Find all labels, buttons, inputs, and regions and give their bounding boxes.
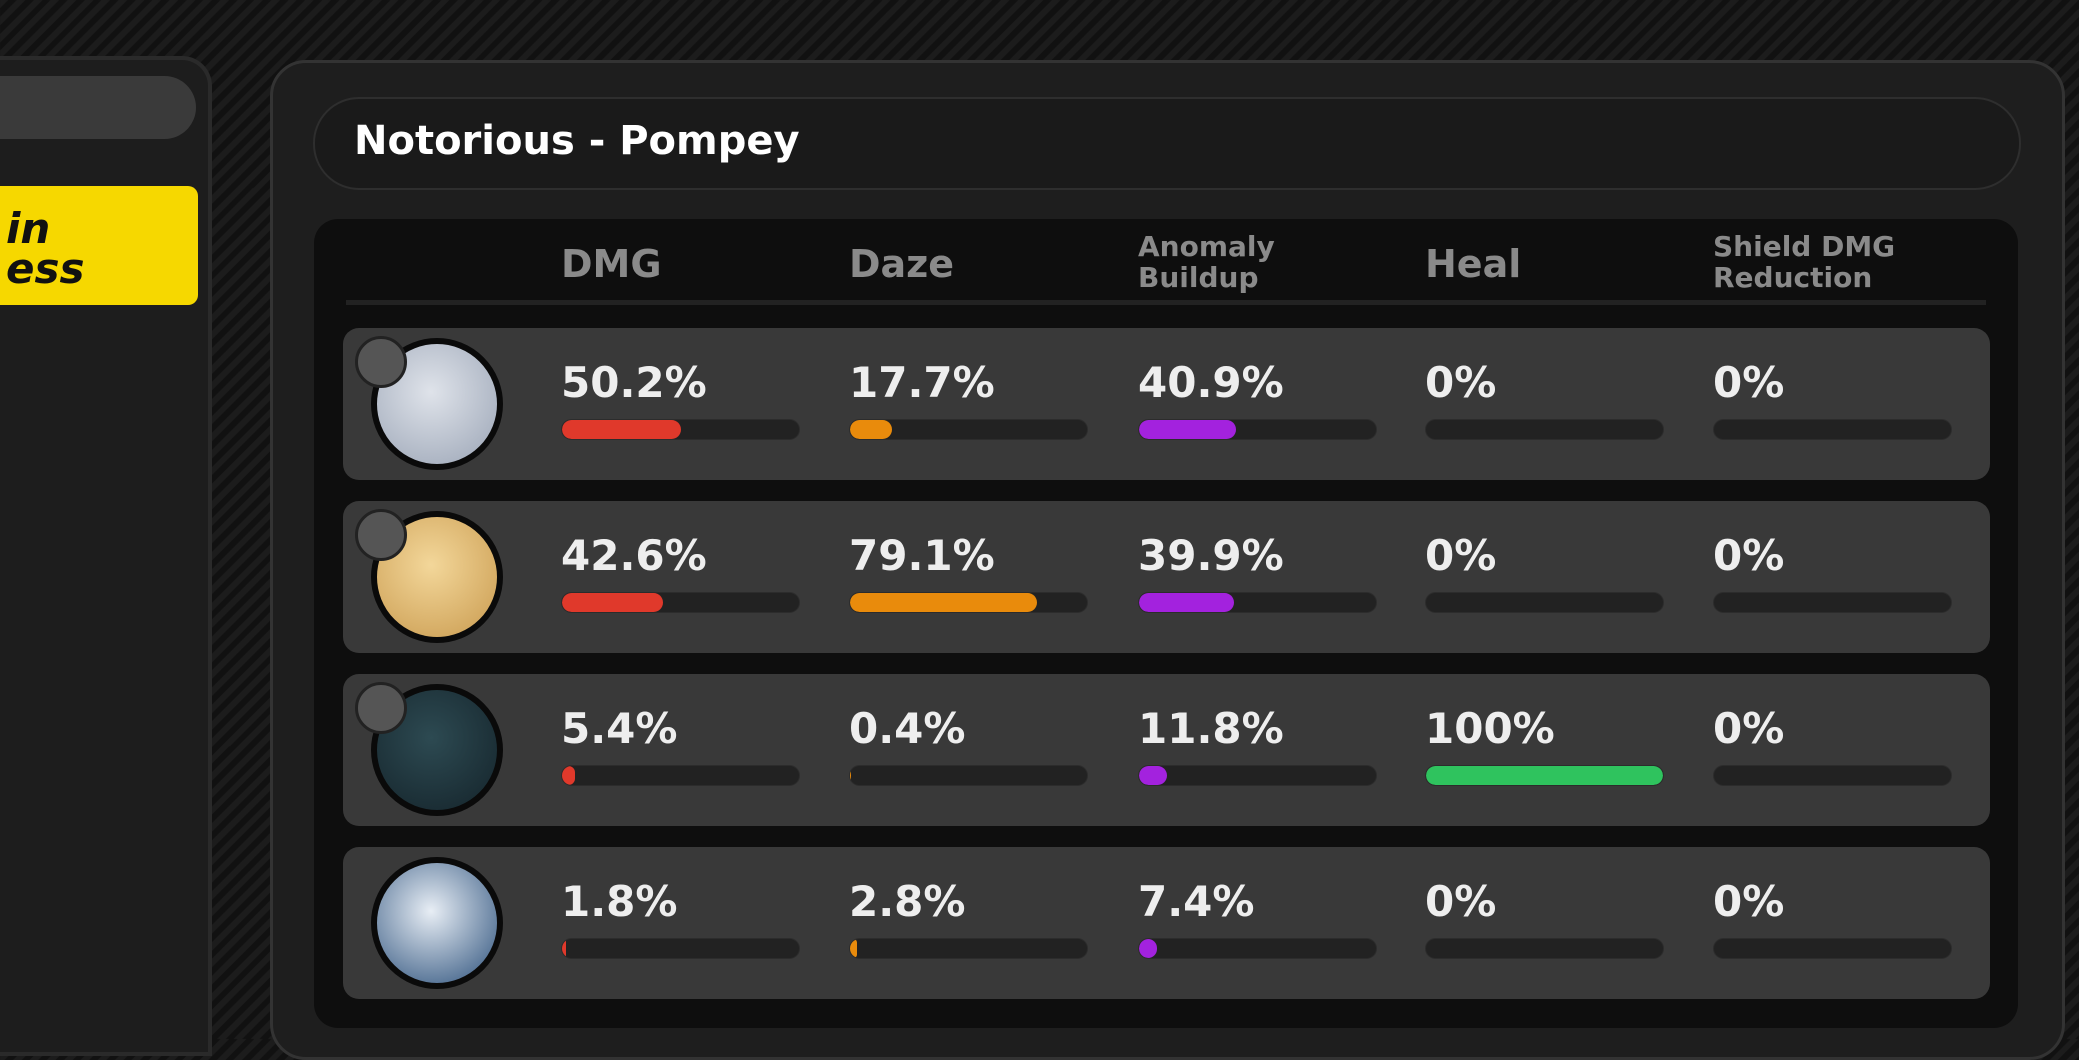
stat-bar-track xyxy=(1425,765,1664,786)
stat-value: 39.9% xyxy=(1138,531,1284,580)
stat-bar xyxy=(1139,939,1157,958)
side-button-text: ess xyxy=(6,244,85,293)
stat-value: 1.8% xyxy=(561,877,678,926)
title-bar xyxy=(313,97,2021,190)
stat-value: 50.2% xyxy=(561,358,707,407)
stat-bar xyxy=(562,939,567,958)
stat-bar-track xyxy=(849,938,1088,959)
stat-bar xyxy=(1139,593,1234,612)
stat-value: 79.1% xyxy=(849,531,995,580)
stat-bar xyxy=(850,420,892,439)
column-header: Anomaly Buildup xyxy=(1138,230,1275,294)
stat-bar-track xyxy=(561,419,800,440)
stat-value: 0% xyxy=(1713,704,1785,753)
stat-bar-track xyxy=(1138,938,1377,959)
stat-bar xyxy=(562,593,663,612)
role-badge xyxy=(355,682,407,734)
side-pill[interactable] xyxy=(0,76,196,139)
stat-bar-track xyxy=(849,592,1088,613)
stat-value: 0% xyxy=(1713,877,1785,926)
player-row: 50.2% 17.7% 40.9% 0% 0% xyxy=(343,328,1990,480)
side-button-text: in xyxy=(6,204,51,253)
stat-value: 0% xyxy=(1713,531,1785,580)
stat-bar-track xyxy=(1425,938,1664,959)
column-header: DMG xyxy=(561,242,662,286)
stat-value: 42.6% xyxy=(561,531,707,580)
stat-value: 0.4% xyxy=(849,704,966,753)
stat-value: 2.8% xyxy=(849,877,966,926)
stat-bar-track xyxy=(1425,592,1664,613)
stat-bar-track xyxy=(561,765,800,786)
stat-bar-track xyxy=(1138,765,1377,786)
stat-value: 100% xyxy=(1425,704,1555,753)
stat-value: 0% xyxy=(1425,358,1497,407)
column-header: Daze xyxy=(849,242,955,286)
stat-bar-track xyxy=(1713,765,1952,786)
player-row: 5.4% 0.4% 11.8% 100% 0% xyxy=(343,674,1990,826)
stat-bar-track xyxy=(849,765,1088,786)
player-row: 42.6% 79.1% 39.9% 0% 0% xyxy=(343,501,1990,653)
stat-bar xyxy=(562,766,575,785)
avatar xyxy=(371,857,503,989)
role-badge xyxy=(355,336,407,388)
stat-bar xyxy=(1139,420,1236,439)
stat-value: 11.8% xyxy=(1138,704,1284,753)
stat-bar xyxy=(1426,766,1663,785)
stat-bar xyxy=(562,420,681,439)
stat-value: 40.9% xyxy=(1138,358,1284,407)
stat-value: 0% xyxy=(1425,531,1497,580)
header-separator xyxy=(346,300,1986,305)
column-header: Shield DMG Reduction xyxy=(1713,230,1896,294)
stat-value: 7.4% xyxy=(1138,877,1255,926)
stat-bar-track xyxy=(1713,938,1952,959)
stat-bar-track xyxy=(1713,419,1952,440)
side-button[interactable]: in ess xyxy=(0,186,198,305)
stat-bar xyxy=(850,593,1038,612)
role-badge xyxy=(355,509,407,561)
stat-bar xyxy=(1139,766,1167,785)
stat-bar-track xyxy=(1138,419,1377,440)
stat-bar xyxy=(850,766,851,785)
stat-bar-track xyxy=(1138,592,1377,613)
stat-value: 5.4% xyxy=(561,704,678,753)
stat-bar xyxy=(850,939,857,958)
title: Notorious - Pompey xyxy=(354,118,800,164)
stat-value: 17.7% xyxy=(849,358,995,407)
player-row: 1.8% 2.8% 7.4% 0% 0% xyxy=(343,847,1990,999)
stat-bar-track xyxy=(1425,419,1664,440)
column-header: Heal xyxy=(1425,242,1522,286)
stat-bar-track xyxy=(561,592,800,613)
stat-bar-track xyxy=(849,419,1088,440)
stat-bar-track xyxy=(561,938,800,959)
stat-value: 0% xyxy=(1425,877,1497,926)
stat-value: 0% xyxy=(1713,358,1785,407)
stat-bar-track xyxy=(1713,592,1952,613)
